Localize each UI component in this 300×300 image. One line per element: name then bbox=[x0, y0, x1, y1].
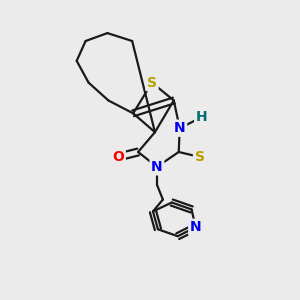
Text: H: H bbox=[196, 110, 207, 124]
Text: S: S bbox=[147, 76, 157, 90]
Text: O: O bbox=[112, 150, 124, 164]
Text: N: N bbox=[151, 160, 163, 174]
Text: N: N bbox=[174, 121, 185, 135]
Text: N: N bbox=[190, 220, 201, 234]
Text: S: S bbox=[194, 150, 205, 164]
